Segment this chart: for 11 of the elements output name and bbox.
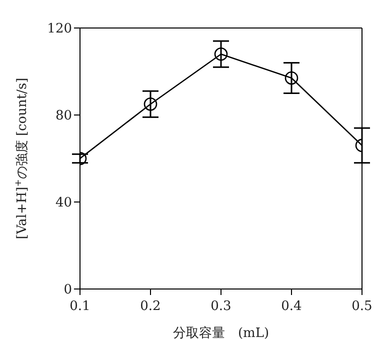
x-axis-title: 分取容量 (mL) xyxy=(172,325,270,339)
x-tick-label: 0.3 xyxy=(210,299,232,314)
x-tick-label: 0.1 xyxy=(70,299,90,314)
y-tick-label: 40 xyxy=(55,196,72,211)
y-tick-label: 80 xyxy=(55,108,72,124)
x-tick-label: 0.2 xyxy=(140,299,161,314)
y-tick-label: 0 xyxy=(64,282,72,298)
x-tick-label: 0.5 xyxy=(352,299,372,314)
point xyxy=(214,47,228,61)
x-tick-label: 0.4 xyxy=(281,299,302,314)
y-tick-label: 120 xyxy=(47,22,72,37)
